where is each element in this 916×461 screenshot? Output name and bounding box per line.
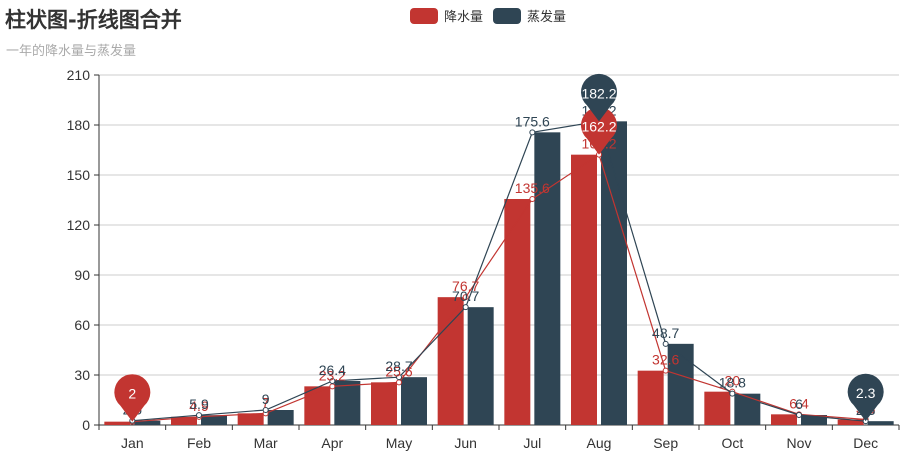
x-tick-label: Sep — [653, 435, 678, 451]
data-label: 48.7 — [652, 325, 679, 341]
bar — [504, 199, 531, 425]
line-point — [196, 412, 202, 419]
mark-point-pin — [847, 373, 884, 422]
x-tick-label: Apr — [321, 435, 343, 451]
line-point — [662, 340, 669, 347]
line-point — [729, 390, 736, 397]
line-point — [462, 294, 469, 301]
mark-point-label: 2 — [128, 386, 136, 402]
bar — [171, 416, 197, 425]
legend-swatch-rainfall — [410, 7, 438, 24]
line-point — [796, 412, 802, 418]
mark-point-label: 182.2 — [581, 85, 616, 101]
line-point — [529, 196, 536, 202]
bar — [104, 421, 131, 425]
bar — [601, 121, 627, 425]
x-tick-label: Jan — [121, 435, 144, 451]
data-label: 6 — [795, 396, 803, 412]
bar — [637, 370, 664, 425]
series-line — [132, 153, 866, 423]
bar — [534, 132, 561, 426]
x-tick-label: Jun — [454, 435, 477, 451]
x-tick-label: Oct — [721, 435, 743, 451]
data-label: 20 — [725, 373, 741, 389]
data-label: 4.9 — [189, 398, 209, 414]
bar — [704, 391, 731, 425]
data-label: 6.4 — [789, 395, 809, 411]
legend-swatch-evaporation — [493, 7, 522, 24]
data-label: 18.8 — [719, 375, 746, 391]
data-label: 23.2 — [319, 367, 346, 383]
bar — [467, 307, 494, 425]
bar — [267, 410, 294, 425]
mark-point-label: 162.2 — [581, 119, 616, 135]
x-tick-label: Dec — [853, 435, 878, 451]
bar — [837, 419, 864, 425]
data-label: 175.6 — [515, 113, 550, 129]
mark-point-pin — [114, 374, 151, 422]
bar — [201, 415, 227, 425]
y-tick-label: 60 — [74, 317, 90, 333]
legend-label-rainfall: 降水量 — [444, 10, 484, 25]
data-label: 25.6 — [385, 363, 412, 379]
line-point — [329, 378, 336, 384]
data-label: 70.7 — [452, 288, 479, 304]
line-point — [462, 304, 469, 311]
data-label: 32.6 — [652, 352, 679, 368]
bar — [667, 343, 694, 425]
chart-title: 柱状图-折线图合并 — [5, 8, 182, 32]
bar — [801, 415, 827, 425]
series-line — [132, 120, 866, 422]
data-label: 5.9 — [189, 396, 209, 412]
x-tick-label: May — [386, 435, 412, 451]
chart-subtitle: 一年的降水量与蒸发量 — [6, 44, 137, 59]
x-tick-label: Jul — [523, 435, 541, 451]
data-label: 76.7 — [452, 278, 479, 294]
line-point — [529, 129, 536, 136]
line-point — [396, 379, 402, 386]
bar — [134, 420, 161, 425]
y-tick-label: 90 — [74, 267, 90, 283]
bar — [571, 154, 597, 425]
bar — [371, 382, 397, 425]
bar — [867, 421, 894, 425]
bar — [437, 297, 464, 425]
y-tick-label: 30 — [74, 367, 90, 383]
data-label: 7 — [262, 394, 270, 410]
line-point — [329, 383, 336, 390]
y-tick-label: 210 — [67, 67, 91, 83]
bar — [237, 413, 264, 425]
legend: 降水量 蒸发量 — [410, 6, 566, 25]
line-point — [262, 407, 269, 413]
bar — [771, 414, 797, 425]
y-tick-label: 0 — [82, 417, 90, 433]
legend-label-evaporation: 蒸发量 — [527, 10, 567, 25]
x-tick-label: Feb — [187, 435, 211, 451]
x-tick-label: Mar — [254, 435, 278, 451]
legend-item-evaporation[interactable]: 蒸发量 — [493, 6, 566, 25]
data-label: 9 — [262, 391, 270, 407]
data-label: 135.6 — [515, 180, 550, 196]
data-label: 26.4 — [319, 362, 346, 378]
x-tick-label: Aug — [587, 435, 612, 451]
mark-point-pin — [581, 73, 617, 122]
mark-point-label: 2.3 — [856, 385, 876, 401]
y-tick-label: 180 — [67, 117, 91, 133]
bar — [401, 377, 427, 425]
mark-point-pin — [581, 107, 617, 155]
legend-item-rainfall[interactable]: 降水量 — [410, 6, 483, 25]
bar — [334, 381, 361, 425]
line-point — [396, 374, 402, 381]
x-tick-label: Nov — [787, 435, 812, 451]
y-tick-label: 150 — [67, 167, 91, 183]
line-point — [662, 367, 669, 374]
data-label: 28.7 — [385, 358, 412, 374]
y-tick-label: 120 — [67, 217, 91, 233]
